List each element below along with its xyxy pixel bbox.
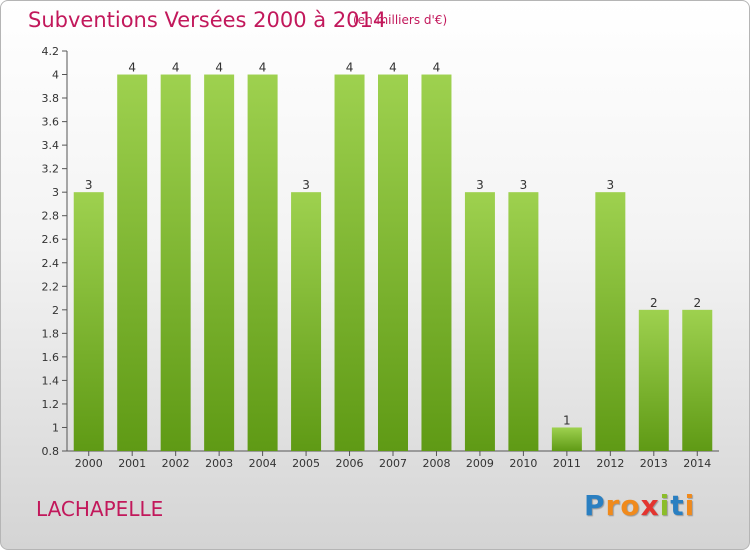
data-label: 2 bbox=[693, 296, 701, 310]
x-tick-label: 2005 bbox=[292, 457, 320, 470]
y-tick-label: 2 bbox=[52, 304, 59, 317]
bar bbox=[117, 74, 148, 451]
x-tick-label: 2009 bbox=[466, 457, 494, 470]
x-tick-label: 2006 bbox=[336, 457, 364, 470]
y-tick-label: 2.8 bbox=[42, 210, 60, 223]
logo-letter: i bbox=[659, 489, 671, 522]
x-tick-label: 2002 bbox=[162, 457, 190, 470]
labels: 2000 3 2001 4 2002 4 2003 4 2004 4 2005 3 2006 4 2007 4… bbox=[75, 61, 712, 470]
bar bbox=[204, 74, 235, 451]
bar bbox=[160, 74, 191, 451]
data-label: 2 bbox=[650, 296, 658, 310]
x-tick-label: 2008 bbox=[422, 457, 450, 470]
data-label: 1 bbox=[563, 413, 571, 427]
x-tick-label: 2003 bbox=[205, 457, 233, 470]
bar bbox=[464, 192, 495, 452]
chart-subtitle: (en milliers d'€) bbox=[353, 13, 448, 27]
y-tick-label: 3 bbox=[52, 186, 59, 199]
data-label: 3 bbox=[520, 178, 528, 192]
axes: 0.8 1 1.2 1.4 1.6 1.8 2 2.2 2.4 2.6 2.8 3 3.2 3.4 3.6 3… bbox=[42, 45, 719, 458]
logo-letter: t bbox=[670, 489, 685, 522]
logo-letter: r bbox=[605, 489, 621, 522]
y-tick-label: 1 bbox=[52, 421, 59, 434]
commune-name: LACHAPELLE bbox=[36, 497, 164, 521]
bar bbox=[334, 74, 365, 451]
data-label: 3 bbox=[476, 178, 484, 192]
y-tick-label: 0.8 bbox=[42, 445, 60, 458]
y-tick-label: 2.4 bbox=[42, 257, 60, 270]
bar bbox=[73, 192, 104, 452]
data-label: 4 bbox=[346, 61, 354, 75]
data-label: 4 bbox=[215, 61, 223, 75]
bar bbox=[247, 74, 278, 451]
y-tick-label: 3.8 bbox=[42, 92, 60, 105]
x-tick-label: 2013 bbox=[640, 457, 668, 470]
data-label: 4 bbox=[389, 61, 397, 75]
data-label: 3 bbox=[85, 178, 93, 192]
y-tick-label: 1.6 bbox=[42, 351, 60, 364]
bar bbox=[682, 309, 713, 451]
x-tick-label: 2001 bbox=[118, 457, 146, 470]
y-tick-label: 1.8 bbox=[42, 327, 60, 340]
y-tick-label: 1.2 bbox=[42, 398, 60, 411]
data-label: 4 bbox=[259, 61, 267, 75]
y-tick-label: 3.6 bbox=[42, 116, 60, 129]
x-tick-label: 2000 bbox=[75, 457, 103, 470]
data-label: 4 bbox=[433, 61, 441, 75]
bars bbox=[73, 74, 713, 452]
data-label: 4 bbox=[172, 61, 180, 75]
logo-letter: x bbox=[640, 489, 660, 522]
bar bbox=[551, 427, 582, 451]
x-tick-label: 2004 bbox=[249, 457, 277, 470]
bar bbox=[291, 192, 322, 452]
x-tick-label: 2007 bbox=[379, 457, 407, 470]
y-tick-label: 4.2 bbox=[42, 45, 60, 58]
bar bbox=[421, 74, 452, 451]
bar bbox=[378, 74, 408, 451]
x-tick-label: 2011 bbox=[553, 457, 581, 470]
data-label: 4 bbox=[128, 61, 136, 75]
y-tick-label: 2.2 bbox=[42, 280, 60, 293]
proxiti-logo: Proxiti bbox=[584, 489, 695, 522]
chart-title: Subventions Versées 2000 à 2014 bbox=[28, 8, 387, 32]
bar bbox=[638, 309, 669, 451]
x-tick-label: 2014 bbox=[683, 457, 711, 470]
data-label: 3 bbox=[607, 178, 615, 192]
logo-letter: o bbox=[620, 489, 641, 522]
logo-letter: i bbox=[684, 489, 696, 522]
logo-letter: P bbox=[584, 489, 606, 522]
y-tick-label: 2.6 bbox=[42, 233, 60, 246]
y-tick-label: 3.4 bbox=[42, 139, 60, 152]
x-tick-label: 2012 bbox=[596, 457, 624, 470]
bar bbox=[595, 192, 626, 452]
y-tick-label: 3.2 bbox=[42, 163, 60, 176]
y-tick-label: 1.4 bbox=[42, 374, 60, 387]
data-label: 3 bbox=[302, 178, 310, 192]
y-tick-label: 4 bbox=[52, 69, 59, 82]
x-tick-label: 2010 bbox=[509, 457, 537, 470]
bar bbox=[508, 192, 539, 452]
